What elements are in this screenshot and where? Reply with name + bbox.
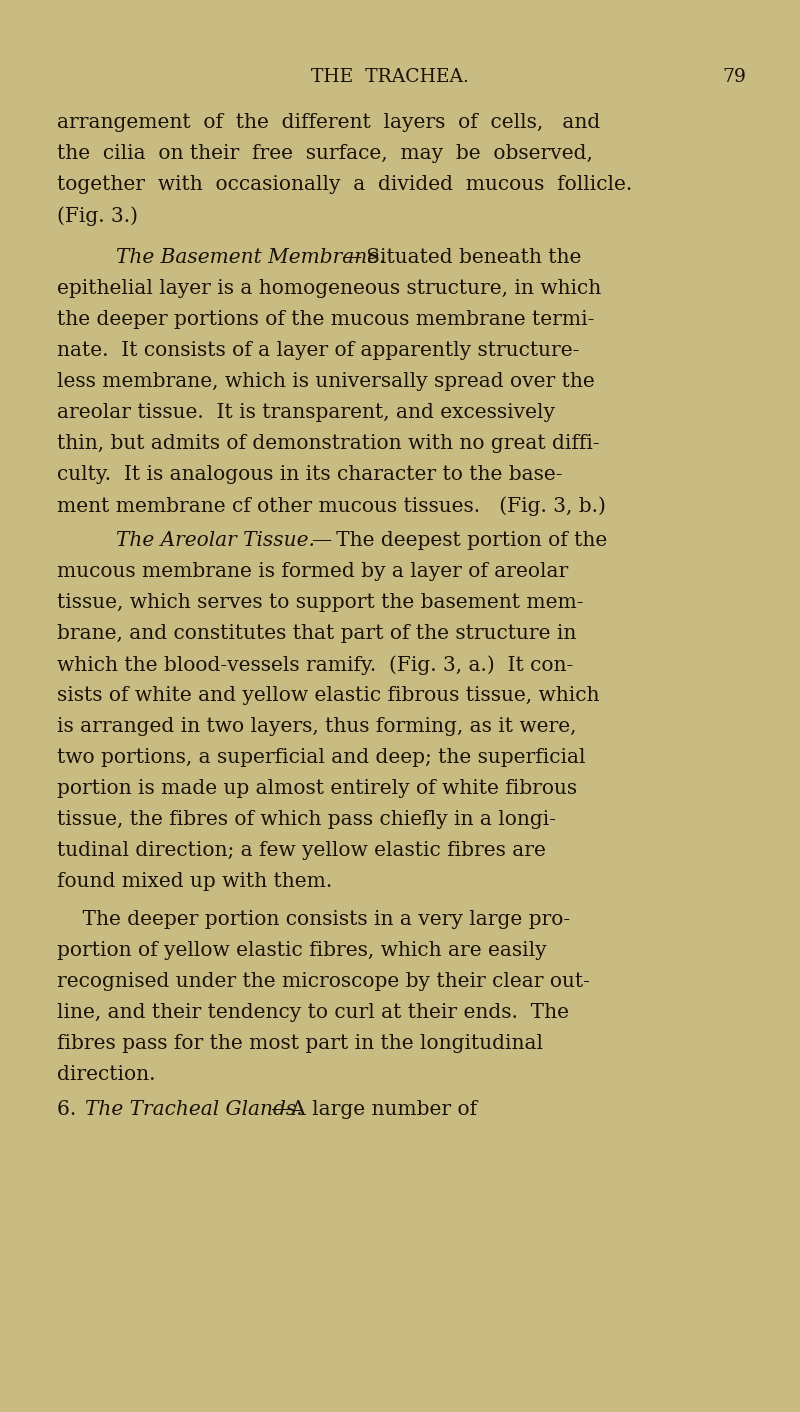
Text: — Situated beneath the: — Situated beneath the [342,249,582,267]
Text: tissue, the fibres of which pass chiefly in a longi-: tissue, the fibres of which pass chiefly… [57,810,556,829]
Text: THE  TRACHEA.: THE TRACHEA. [311,68,469,86]
Text: brane, and constitutes that part of the structure in: brane, and constitutes that part of the … [57,624,576,642]
Text: —A large number of: —A large number of [271,1100,477,1118]
Text: two portions, a superficial and deep; the superficial: two portions, a superficial and deep; th… [57,748,586,767]
Text: sists of white and yellow elastic fibrous tissue, which: sists of white and yellow elastic fibrou… [57,686,599,705]
Text: thin, but admits of demonstration with no great diffi-: thin, but admits of demonstration with n… [57,433,600,453]
Text: epithelial layer is a homogeneous structure, in which: epithelial layer is a homogeneous struct… [57,280,602,298]
Text: line, and their tendency to curl at their ends.  The: line, and their tendency to curl at thei… [57,1003,569,1022]
Text: The Basement Membrane.: The Basement Membrane. [116,249,386,267]
Text: nate.  It consists of a layer of apparently structure-: nate. It consists of a layer of apparent… [57,342,579,360]
Text: arrangement  of  the  different  layers  of  cells,   and: arrangement of the different layers of c… [57,113,600,131]
Text: The Areolar Tissue.: The Areolar Tissue. [116,531,315,551]
Text: together  with  occasionally  a  divided  mucous  follicle.: together with occasionally a divided muc… [57,175,632,193]
Text: tissue, which serves to support the basement mem-: tissue, which serves to support the base… [57,593,583,611]
Text: portion is made up almost entirely of white fibrous: portion is made up almost entirely of wh… [57,779,577,798]
Text: tudinal direction; a few yellow elastic fibres are: tudinal direction; a few yellow elastic … [57,842,546,860]
Text: 79: 79 [722,68,746,86]
Text: The Tracheal Glands.: The Tracheal Glands. [85,1100,302,1118]
Text: — The deepest portion of the: — The deepest portion of the [312,531,607,551]
Text: fibres pass for the most part in the longitudinal: fibres pass for the most part in the lon… [57,1034,543,1053]
Text: the deeper portions of the mucous membrane termi-: the deeper portions of the mucous membra… [57,311,594,329]
Text: areolar tissue.  It is transparent, and excessively: areolar tissue. It is transparent, and e… [57,402,555,422]
Text: is arranged in two layers, thus forming, as it were,: is arranged in two layers, thus forming,… [57,717,577,736]
Text: the  cilia  on their  free  surface,  may  be  observed,: the cilia on their free surface, may be … [57,144,593,162]
Text: (Fig. 3.): (Fig. 3.) [57,206,138,226]
Text: mucous membrane is formed by a layer of areolar: mucous membrane is formed by a layer of … [57,562,568,580]
Text: portion of yellow elastic fibres, which are easily: portion of yellow elastic fibres, which … [57,940,546,960]
Text: recognised under the microscope by their clear out-: recognised under the microscope by their… [57,971,590,991]
Text: direction.: direction. [57,1065,155,1084]
Text: which the blood-vessels ramify.  (Fig. 3, a.)  It con-: which the blood-vessels ramify. (Fig. 3,… [57,655,574,675]
Text: culty.  It is analogous in its character to the base-: culty. It is analogous in its character … [57,465,562,484]
Text: 6.: 6. [57,1100,95,1118]
Text: ment membrane cf other mucous tissues.   (Fig. 3, b.): ment membrane cf other mucous tissues. (… [57,496,606,515]
Text: The deeper portion consists in a very large pro-: The deeper portion consists in a very la… [57,909,570,929]
Text: found mixed up with them.: found mixed up with them. [57,873,332,891]
Text: less membrane, which is universally spread over the: less membrane, which is universally spre… [57,371,594,391]
